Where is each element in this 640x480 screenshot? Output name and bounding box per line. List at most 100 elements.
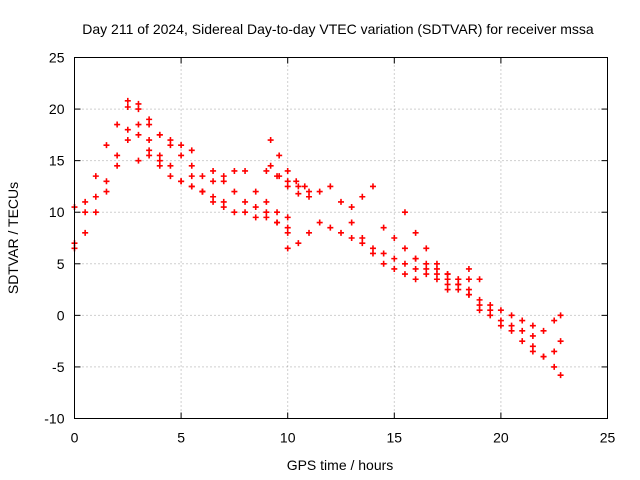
data-point-marker bbox=[433, 271, 440, 278]
data-point-marker bbox=[92, 209, 99, 216]
chart-title: Day 211 of 2024, Sidereal Day-to-day VTE… bbox=[82, 21, 594, 37]
data-point-marker bbox=[242, 209, 249, 216]
data-point-marker bbox=[263, 198, 270, 205]
data-point-marker bbox=[401, 245, 408, 252]
data-point-marker bbox=[146, 121, 153, 128]
series-sat-j bbox=[267, 162, 334, 200]
data-point-marker bbox=[455, 281, 462, 288]
data-point-marker bbox=[284, 245, 291, 252]
data-point-marker bbox=[529, 348, 536, 355]
data-point-marker bbox=[476, 307, 483, 314]
data-point-marker bbox=[295, 183, 302, 190]
data-point-marker bbox=[540, 353, 547, 360]
series-sat-n bbox=[348, 235, 483, 303]
data-point-marker bbox=[199, 173, 206, 180]
data-point-marker bbox=[540, 327, 547, 334]
y-tick-label: -5 bbox=[52, 359, 65, 375]
data-point-marker bbox=[359, 235, 366, 241]
data-point-marker bbox=[476, 296, 483, 303]
data-point-marker bbox=[369, 250, 376, 257]
data-point-marker bbox=[167, 142, 174, 149]
data-point-marker bbox=[146, 116, 153, 123]
data-point-marker bbox=[412, 276, 419, 283]
data-point-marker bbox=[124, 126, 131, 133]
data-point-marker bbox=[220, 178, 227, 185]
data-point-marker bbox=[433, 265, 440, 272]
data-point-marker bbox=[380, 250, 387, 257]
y-tick-label: 20 bbox=[49, 101, 65, 117]
data-point-marker bbox=[476, 276, 483, 283]
data-point-marker bbox=[391, 255, 398, 262]
data-point-marker bbox=[412, 255, 419, 262]
data-point-marker bbox=[557, 338, 564, 345]
data-point-marker bbox=[465, 265, 472, 272]
data-point-marker bbox=[135, 100, 142, 107]
plot-frame bbox=[74, 57, 608, 419]
data-points bbox=[71, 97, 564, 379]
data-point-marker bbox=[114, 162, 121, 169]
data-point-marker bbox=[156, 157, 163, 164]
y-axis-label: SDTVAR / TECUs bbox=[5, 182, 21, 294]
data-point-marker bbox=[276, 173, 283, 180]
series-sat-w bbox=[487, 302, 536, 329]
data-point-marker bbox=[135, 157, 142, 164]
data-point-marker bbox=[391, 265, 398, 272]
data-point-marker bbox=[188, 183, 195, 190]
y-tick-label: 5 bbox=[57, 256, 65, 272]
data-point-marker bbox=[210, 178, 217, 185]
data-point-marker bbox=[557, 312, 564, 319]
data-point-marker bbox=[135, 121, 142, 128]
data-point-marker bbox=[487, 302, 494, 309]
data-point-marker bbox=[433, 260, 440, 267]
data-point-marker bbox=[188, 162, 195, 169]
data-point-marker bbox=[156, 162, 163, 169]
data-point-marker bbox=[327, 224, 334, 231]
data-point-marker bbox=[316, 188, 323, 195]
data-point-marker bbox=[412, 265, 419, 272]
y-tick-labels: -10 -5 0 5 10 15 20 25 bbox=[44, 50, 64, 427]
data-point-marker bbox=[444, 281, 451, 288]
data-point-marker bbox=[551, 317, 558, 324]
y-tick-label: 10 bbox=[49, 204, 65, 220]
data-point-marker bbox=[306, 188, 313, 195]
data-point-marker bbox=[242, 167, 249, 174]
data-point-marker bbox=[476, 302, 483, 309]
data-point-marker bbox=[146, 152, 153, 159]
data-point-marker bbox=[252, 214, 259, 221]
data-point-marker bbox=[338, 229, 344, 236]
data-point-marker bbox=[276, 152, 283, 159]
data-point-marker bbox=[401, 271, 408, 278]
data-point-marker bbox=[423, 260, 430, 267]
data-point-marker bbox=[135, 131, 142, 138]
data-point-marker bbox=[252, 188, 259, 195]
data-point-marker bbox=[444, 276, 451, 283]
data-point-marker bbox=[391, 235, 398, 241]
y-tick-label: 25 bbox=[49, 50, 65, 66]
data-point-marker bbox=[82, 229, 89, 236]
x-tick-label: 25 bbox=[600, 430, 616, 446]
data-point-marker bbox=[124, 104, 131, 111]
data-point-marker bbox=[508, 322, 515, 329]
data-point-marker bbox=[92, 193, 99, 200]
data-point-marker bbox=[412, 229, 419, 236]
series-sat-v bbox=[529, 343, 564, 379]
data-point-marker bbox=[348, 219, 355, 226]
data-point-marker bbox=[327, 183, 334, 190]
data-point-marker bbox=[231, 167, 238, 174]
data-point-marker bbox=[465, 291, 472, 298]
data-point-marker bbox=[465, 276, 472, 283]
y-tick-label: -10 bbox=[44, 411, 64, 427]
data-point-marker bbox=[231, 209, 238, 216]
data-point-marker bbox=[487, 307, 494, 314]
data-point-marker bbox=[167, 173, 174, 180]
data-point-marker bbox=[359, 193, 366, 200]
data-point-marker bbox=[124, 137, 131, 144]
data-point-marker bbox=[178, 178, 185, 185]
axis-ticks bbox=[74, 57, 608, 419]
data-point-marker bbox=[178, 142, 185, 149]
data-point-marker bbox=[146, 137, 153, 144]
data-point-marker bbox=[284, 183, 291, 190]
series-sat-q bbox=[348, 183, 376, 211]
data-point-marker bbox=[423, 271, 430, 278]
data-point-marker bbox=[284, 178, 291, 185]
